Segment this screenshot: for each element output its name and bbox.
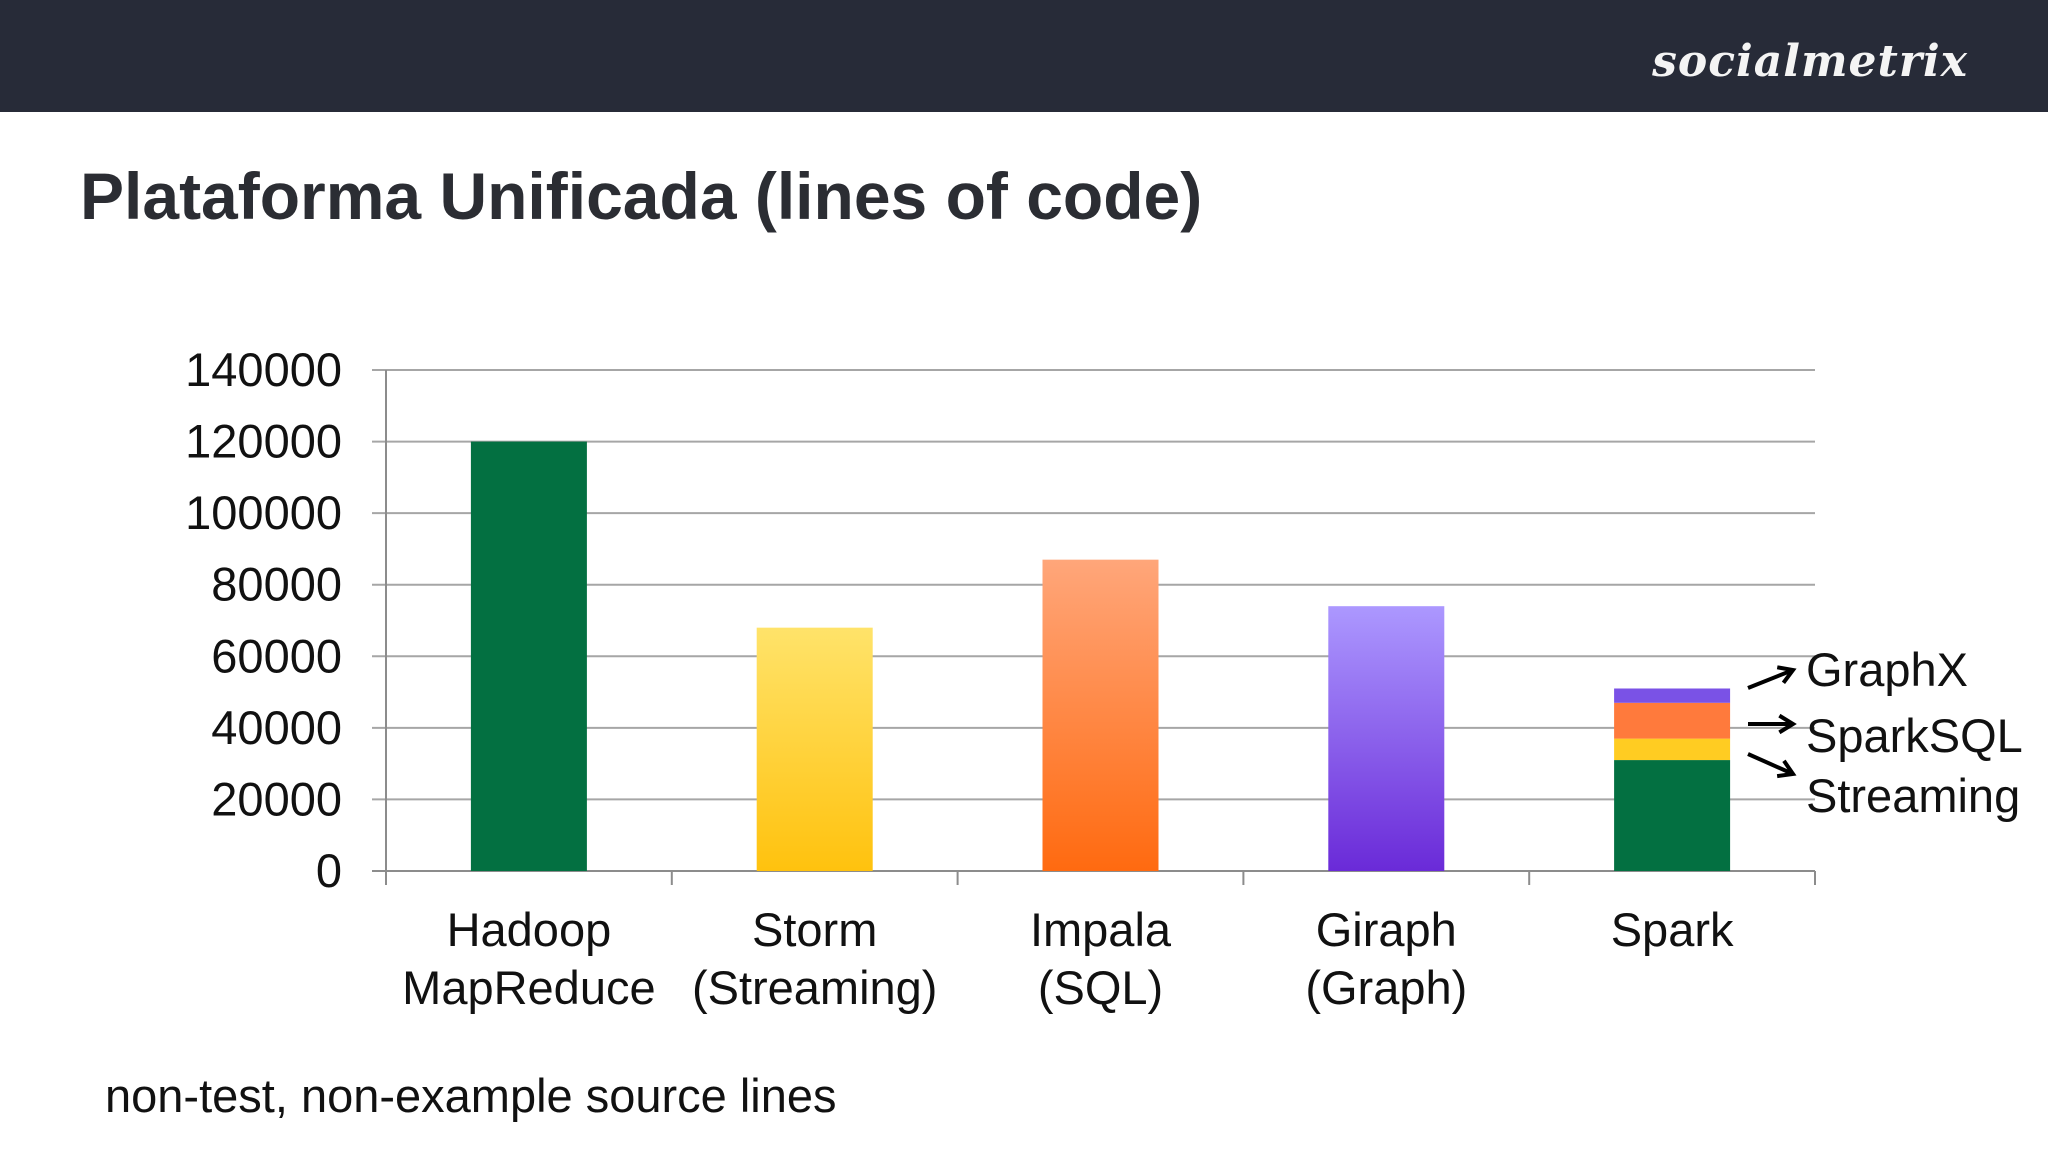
bar-streaming <box>1614 738 1731 761</box>
bar-hadoop <box>470 441 587 871</box>
annotation-streaming: Streaming <box>1806 769 2020 822</box>
bar-chart: 0 20000 40000 60000 80000 100000 120000 140000 H… <box>185 343 2023 1014</box>
bar-giraph <box>1328 606 1445 871</box>
y-tick-label: 100000 <box>185 486 342 539</box>
annotation-arrowhead <box>1778 713 1797 735</box>
x-category-label: (SQL) <box>1038 961 1163 1014</box>
annotation-arrow <box>1747 752 1794 776</box>
x-category-label: (Streaming) <box>692 961 938 1014</box>
x-category-label: Storm <box>752 903 877 956</box>
bar-storm <box>756 627 873 871</box>
y-tick-label: 60000 <box>211 629 342 682</box>
y-tick-label: 40000 <box>211 701 342 754</box>
annotation-arrow <box>1747 668 1794 690</box>
bar-sparksql <box>1614 702 1731 739</box>
bar-impala <box>1042 559 1159 871</box>
bar-graphx <box>1614 688 1731 703</box>
x-category-label: (Graph) <box>1305 961 1467 1014</box>
x-category-label: Hadoop <box>447 903 612 956</box>
top-bar: socialmetrix <box>0 0 2048 112</box>
x-category-label: Spark <box>1611 903 1734 956</box>
slide-title: Plataforma Unificada (lines of code) <box>80 159 1203 233</box>
brand-logo: socialmetrix <box>1652 36 1968 87</box>
x-category-label: Impala <box>1030 903 1172 956</box>
bar-spark <box>1614 760 1731 871</box>
y-tick-label: 20000 <box>211 772 342 825</box>
annotation-arrowhead <box>1776 665 1797 685</box>
y-tick-label: 140000 <box>185 343 342 396</box>
y-tick-label: 0 <box>316 844 342 897</box>
annotation-sparksql: SparkSQL <box>1806 709 2023 762</box>
x-category-label: Giraph <box>1316 903 1457 956</box>
annotation-graphx: GraphX <box>1806 643 1968 696</box>
y-tick-label: 80000 <box>211 558 342 611</box>
x-category-label: MapReduce <box>402 961 655 1014</box>
annotation-arrowhead <box>1776 759 1797 779</box>
y-tick-label: 120000 <box>185 415 342 468</box>
footnote: non-test, non-example source lines <box>105 1069 837 1122</box>
